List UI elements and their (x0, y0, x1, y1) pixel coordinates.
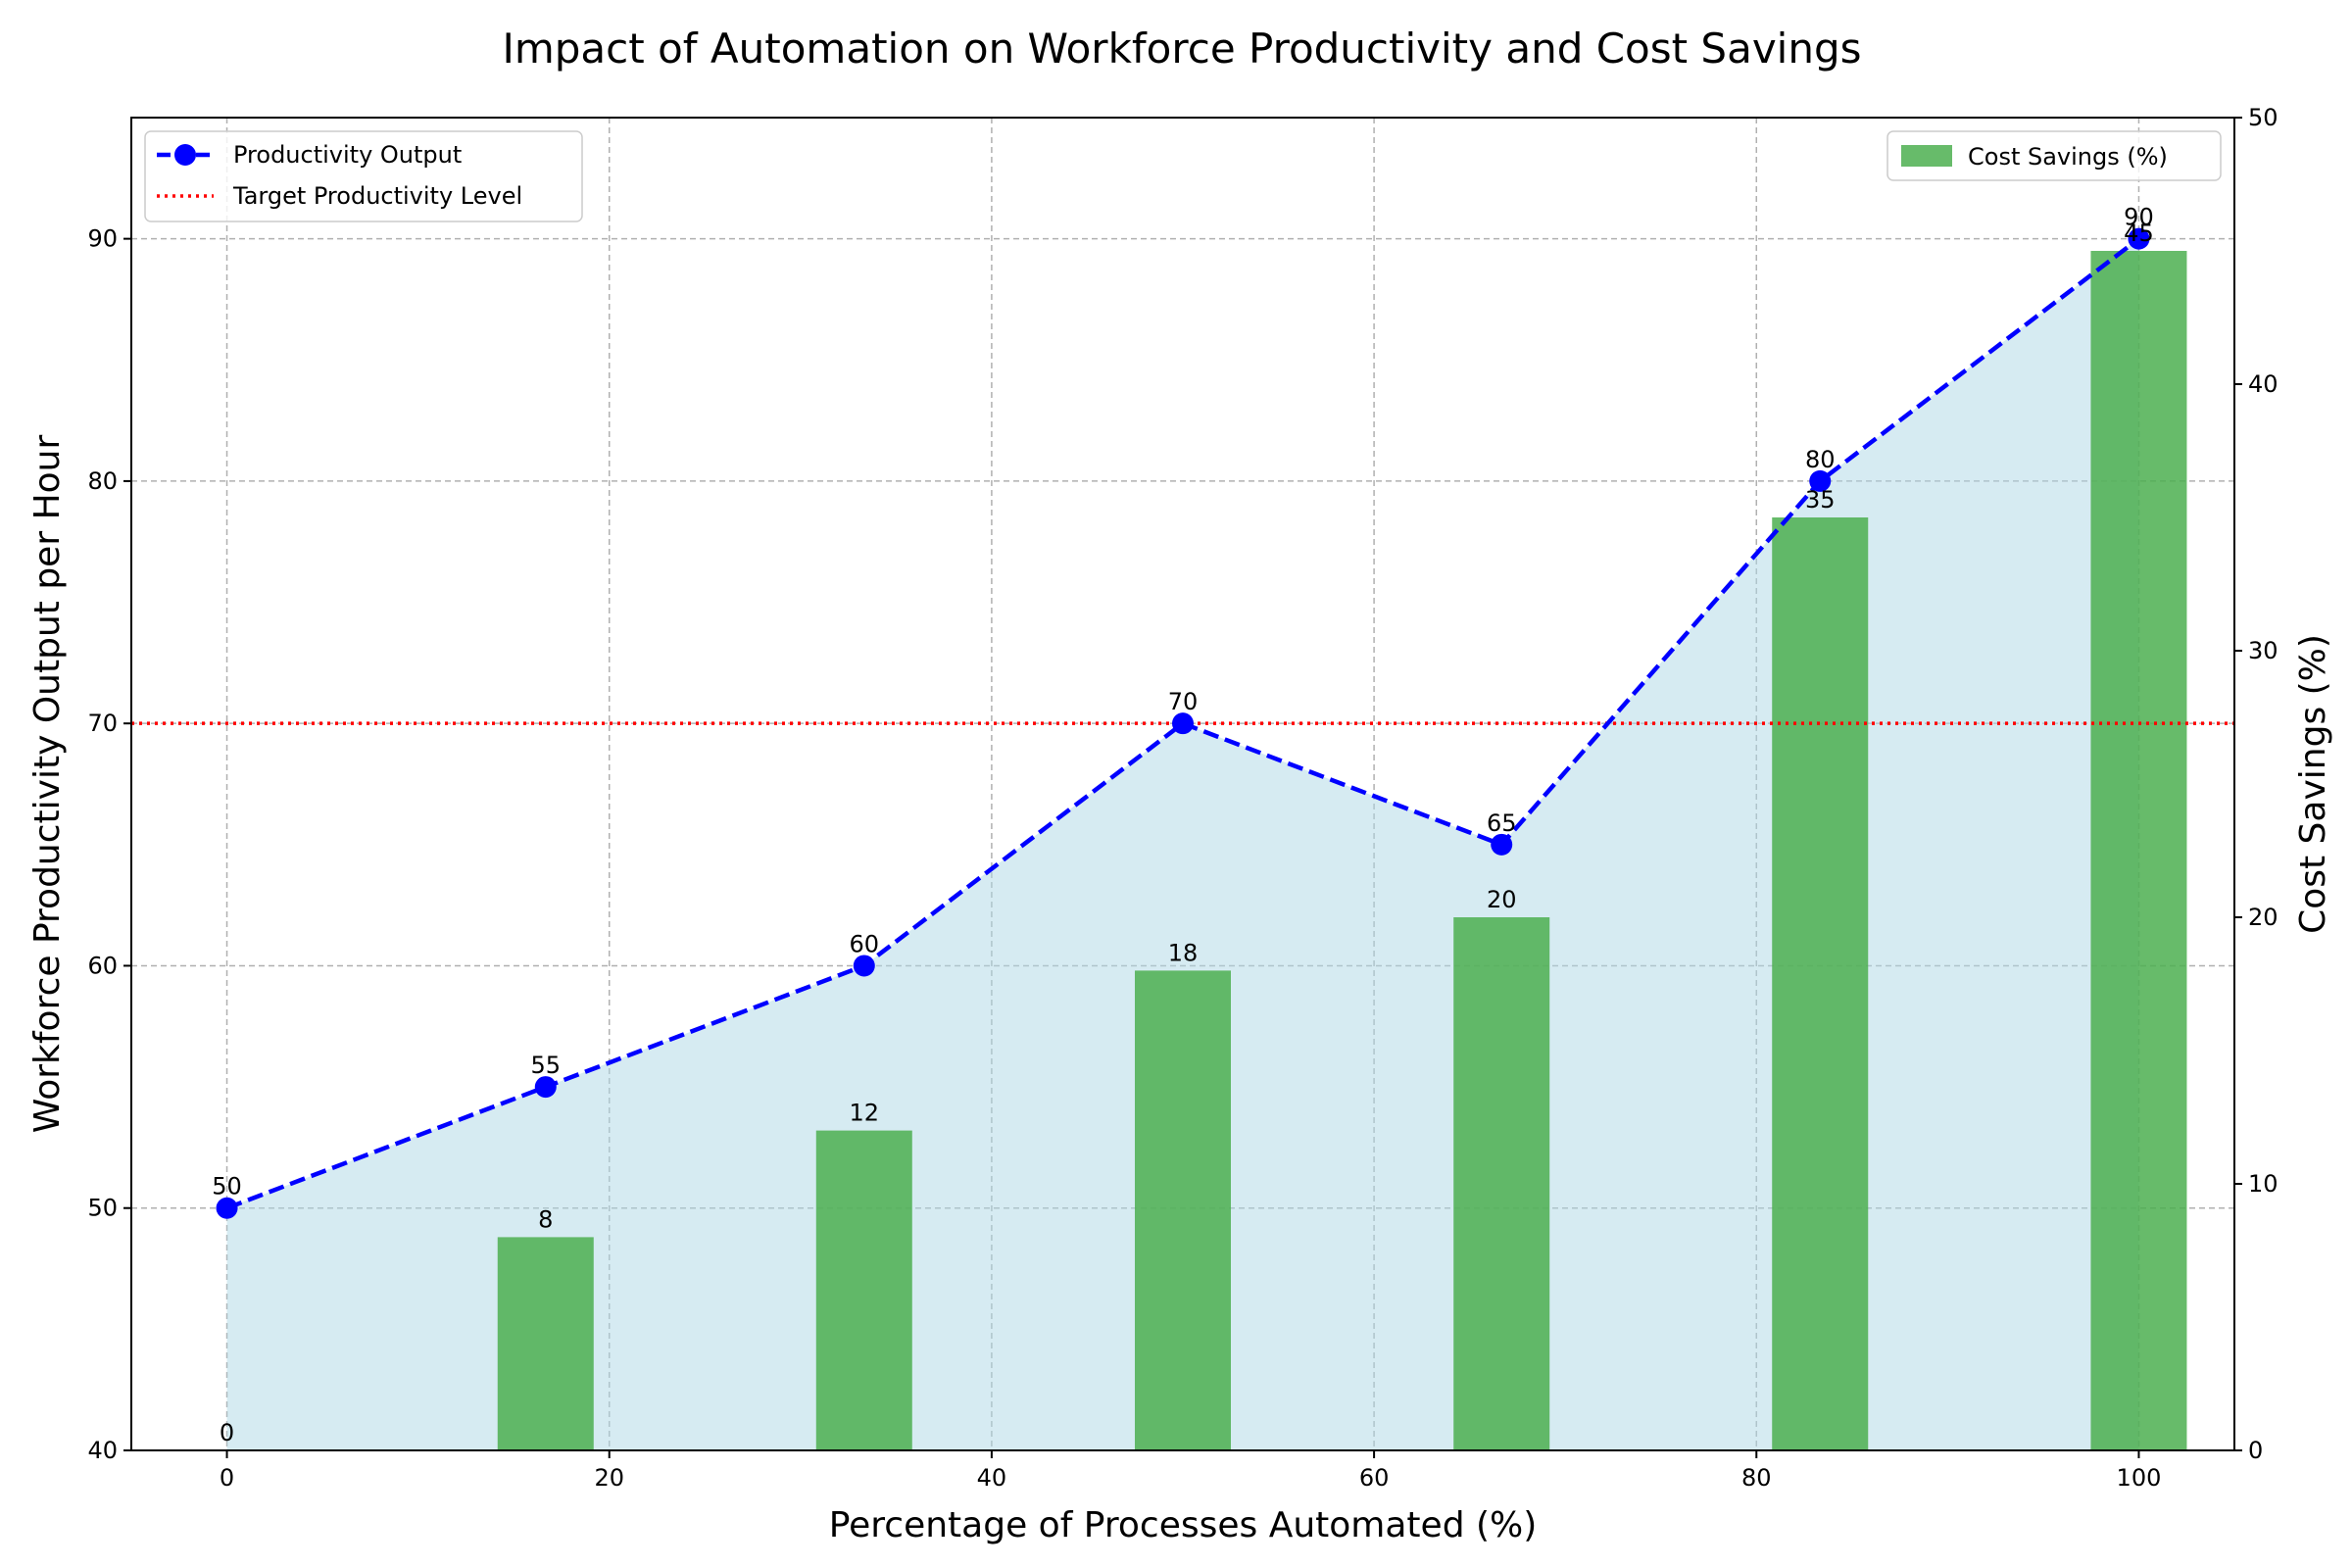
productivity-point-4 (1491, 833, 1513, 856)
legend-cost-swatch (1901, 145, 1952, 167)
productivity-point-2 (853, 955, 875, 977)
y2-tick-label-0: 0 (2248, 1437, 2263, 1464)
cost-savings-bar-3 (1135, 970, 1231, 1450)
productivity-point-0 (216, 1197, 238, 1219)
cost-savings-bar-1 (497, 1237, 594, 1450)
bar-value-label-0: 0 (220, 1419, 234, 1446)
y2-tick-label-5: 50 (2248, 104, 2278, 131)
y-tick-label-2: 60 (87, 952, 118, 979)
cost-savings-bar-5 (1772, 517, 1869, 1450)
y2-tick-label-4: 40 (2248, 370, 2278, 398)
legend-productivity-marker (174, 144, 196, 166)
productivity-point-6 (2128, 227, 2150, 250)
y2-tick-label-2: 20 (2248, 904, 2278, 931)
point-value-label-6: 90 (2124, 204, 2154, 231)
cost-savings-bar-4 (1453, 917, 1550, 1450)
legend-left: Productivity Output Target Productivity L… (144, 130, 583, 222)
point-value-label-1: 55 (530, 1052, 561, 1079)
x-tick-label-4: 80 (1741, 1464, 1772, 1492)
legend-productivity-label: Productivity Output (233, 141, 462, 169)
bar-value-label-6: 45 (2124, 220, 2154, 247)
productivity-point-1 (534, 1076, 557, 1099)
plot-frame (130, 117, 2235, 1451)
y2-tick-label-1: 10 (2248, 1170, 2278, 1198)
y-tick-label-5: 90 (87, 225, 118, 253)
x-tick-label-5: 100 (2117, 1464, 2162, 1492)
x-tick-label-1: 20 (594, 1464, 624, 1492)
legend-right: Cost Savings (%) (1886, 130, 2222, 181)
y-axis-label: Workforce Productivity Output per Hour (27, 435, 68, 1134)
productivity-area (226, 238, 2139, 1451)
cost-savings-bar-2 (815, 1130, 912, 1450)
x-tick-label-0: 0 (220, 1464, 234, 1492)
bar-value-label-1: 8 (538, 1205, 553, 1233)
cost-savings-bars (497, 251, 2187, 1450)
x-tick-label-3: 60 (1359, 1464, 1390, 1492)
productivity-point-5 (1809, 469, 1832, 492)
legend-target-label: Target Productivity Level (232, 182, 522, 210)
productivity-point-3 (1172, 712, 1194, 735)
bar-value-label-4: 20 (1487, 886, 1517, 913)
y2-tick-label-3: 30 (2248, 637, 2278, 664)
y-tick-label-4: 80 (87, 467, 118, 495)
y-tick-label-3: 70 (87, 710, 118, 737)
legend-right-frame (1886, 130, 2222, 181)
x-tick-label-2: 40 (977, 1464, 1007, 1492)
y-tick-label-0: 40 (87, 1437, 118, 1464)
y-tick-label-1: 50 (87, 1195, 118, 1222)
productivity-line (216, 227, 2150, 1219)
chart-title: Impact of Automation on Workforce Produc… (502, 24, 1861, 73)
point-value-label-5: 80 (1805, 446, 1836, 473)
point-value-label-2: 60 (850, 930, 880, 957)
point-value-label-3: 70 (1168, 688, 1199, 715)
bar-value-label-5: 35 (1805, 486, 1836, 514)
legend-cost-label: Cost Savings (%) (1968, 143, 2168, 171)
legend-left-frame (144, 130, 583, 222)
productivity-area-fill (226, 238, 2139, 1451)
y2-axis-label: Cost Savings (%) (2293, 634, 2333, 934)
point-value-label-4: 65 (1487, 809, 1517, 837)
cost-savings-bar-6 (2090, 251, 2187, 1450)
point-value-label-0: 50 (212, 1173, 242, 1200)
x-axis-label: Percentage of Processes Automated (%) (829, 1505, 1538, 1545)
bar-value-label-2: 12 (850, 1100, 880, 1127)
bar-value-label-3: 18 (1168, 939, 1199, 966)
